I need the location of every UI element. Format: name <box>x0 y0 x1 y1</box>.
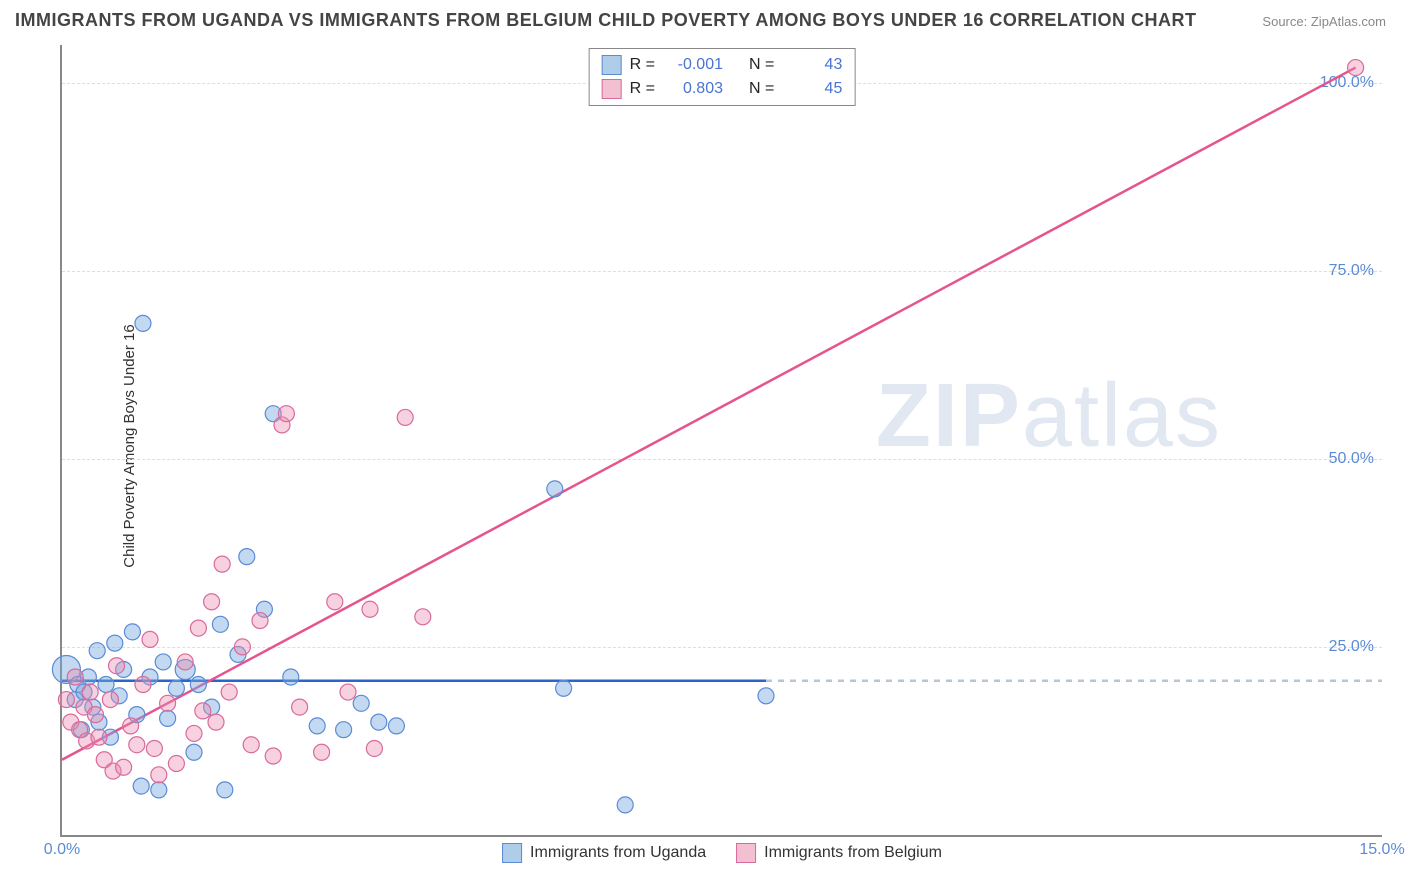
scatter-point <box>142 631 158 647</box>
scatter-point <box>212 616 228 632</box>
scatter-point <box>252 613 268 629</box>
scatter-point <box>388 718 404 734</box>
scatter-point <box>151 767 167 783</box>
scatter-point <box>1348 60 1364 76</box>
chart-container: IMMIGRANTS FROM UGANDA VS IMMIGRANTS FRO… <box>0 0 1406 892</box>
scatter-point <box>243 737 259 753</box>
scatter-point <box>135 315 151 331</box>
scatter-point <box>415 609 431 625</box>
scatter-point <box>353 695 369 711</box>
scatter-point <box>190 620 206 636</box>
scatter-point <box>123 718 139 734</box>
scatter-point <box>109 658 125 674</box>
scatter-point <box>283 669 299 685</box>
scatter-point <box>190 677 206 693</box>
scatter-point <box>397 409 413 425</box>
scatter-point <box>168 756 184 772</box>
scatter-point <box>146 740 162 756</box>
scatter-svg <box>62 45 1382 835</box>
scatter-point <box>758 688 774 704</box>
trend-line <box>62 68 1356 760</box>
scatter-point <box>91 729 107 745</box>
scatter-point <box>186 744 202 760</box>
x-tick-label: 0.0% <box>44 841 80 859</box>
chart-title: IMMIGRANTS FROM UGANDA VS IMMIGRANTS FRO… <box>15 10 1197 31</box>
scatter-point <box>208 714 224 730</box>
scatter-point <box>195 703 211 719</box>
scatter-point <box>160 695 176 711</box>
r-label: R = <box>630 53 655 77</box>
legend-swatch-belgium <box>602 79 622 99</box>
scatter-point <box>124 624 140 640</box>
correlation-legend: R = -0.001 N = 43 R = 0.803 N = 45 <box>589 48 856 106</box>
source-attribution: Source: ZipAtlas.com <box>1262 14 1386 29</box>
scatter-point <box>102 692 118 708</box>
scatter-point <box>87 707 103 723</box>
scatter-point <box>151 782 167 798</box>
scatter-point <box>177 654 193 670</box>
scatter-point <box>547 481 563 497</box>
scatter-point <box>278 406 294 422</box>
series-legend: Immigrants from Uganda Immigrants from B… <box>502 843 942 863</box>
scatter-point <box>155 654 171 670</box>
scatter-point <box>133 778 149 794</box>
scatter-point <box>340 684 356 700</box>
r-value-0: -0.001 <box>663 53 723 77</box>
r-value-1: 0.803 <box>663 77 723 101</box>
x-tick-label: 15.0% <box>1359 841 1404 859</box>
scatter-point <box>556 680 572 696</box>
scatter-point <box>214 556 230 572</box>
scatter-point <box>292 699 308 715</box>
n-value-1: 45 <box>782 77 842 101</box>
legend-swatch-belgium <box>736 843 756 863</box>
scatter-point <box>82 684 98 700</box>
scatter-point <box>362 601 378 617</box>
scatter-point <box>67 669 83 685</box>
correlation-legend-row-0: R = -0.001 N = 43 <box>602 53 843 77</box>
source-label: Source: <box>1262 14 1307 29</box>
scatter-point <box>160 710 176 726</box>
scatter-point <box>186 725 202 741</box>
scatter-point <box>314 744 330 760</box>
legend-swatch-uganda <box>502 843 522 863</box>
r-label: R = <box>630 77 655 101</box>
scatter-point <box>265 748 281 764</box>
scatter-point <box>168 680 184 696</box>
scatter-point <box>617 797 633 813</box>
series-name-0: Immigrants from Uganda <box>530 844 706 862</box>
plot-area: 25.0%50.0%75.0%100.0% 0.0%15.0% ZIPatlas… <box>60 45 1382 837</box>
n-label: N = <box>749 53 774 77</box>
scatter-point <box>135 677 151 693</box>
scatter-point <box>98 677 114 693</box>
scatter-point <box>327 594 343 610</box>
scatter-point <box>89 643 105 659</box>
scatter-point <box>366 740 382 756</box>
scatter-point <box>336 722 352 738</box>
scatter-point <box>58 692 74 708</box>
scatter-point <box>239 549 255 565</box>
legend-swatch-uganda <box>602 55 622 75</box>
scatter-point <box>234 639 250 655</box>
scatter-point <box>107 635 123 651</box>
series-legend-item-0: Immigrants from Uganda <box>502 843 706 863</box>
scatter-point <box>204 594 220 610</box>
scatter-point <box>129 737 145 753</box>
scatter-point <box>309 718 325 734</box>
scatter-point <box>221 684 237 700</box>
scatter-point <box>217 782 233 798</box>
n-label: N = <box>749 77 774 101</box>
scatter-point <box>371 714 387 730</box>
correlation-legend-row-1: R = 0.803 N = 45 <box>602 77 843 101</box>
series-name-1: Immigrants from Belgium <box>764 844 942 862</box>
source-value: ZipAtlas.com <box>1311 14 1386 29</box>
n-value-0: 43 <box>782 53 842 77</box>
scatter-point <box>116 759 132 775</box>
series-legend-item-1: Immigrants from Belgium <box>736 843 942 863</box>
